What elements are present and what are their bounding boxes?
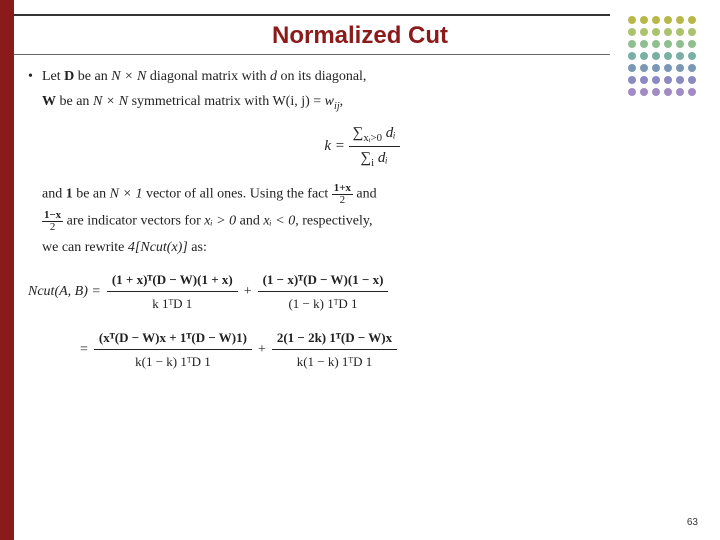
- fraction-denominator: ∑i dᵢ: [349, 147, 400, 171]
- equals-sign: =: [80, 339, 88, 360]
- fraction-indicator-neg: 1−x 2: [42, 210, 63, 233]
- decorative-dot: [652, 40, 660, 48]
- ncut-lhs: Ncut(A, B) =: [28, 281, 101, 302]
- fraction-numerator: ∑xᵢ>0 dᵢ: [349, 122, 400, 147]
- fraction-denominator: k 1ᵀD 1: [107, 292, 238, 316]
- cond-xi-pos: xᵢ > 0: [204, 214, 236, 229]
- text: , respectively,: [295, 214, 372, 229]
- decorative-dot: [628, 52, 636, 60]
- decorative-dot: [652, 28, 660, 36]
- fraction-numerator: (1 − x)ᵀ(D − W)(1 − x): [258, 268, 389, 293]
- plus-sign: +: [244, 281, 252, 302]
- text: be an: [74, 69, 111, 84]
- decorative-dot: [640, 28, 648, 36]
- k-equals: k =: [324, 138, 348, 154]
- title-underline: [14, 54, 610, 55]
- text: Let: [42, 69, 64, 84]
- slide-body: Let D be an N × N diagonal matrix with d…: [28, 66, 696, 384]
- decorative-dot: [628, 40, 636, 48]
- fraction-denominator: k(1 − k) 1ᵀD 1: [272, 350, 397, 374]
- symbol-ones: 1: [66, 187, 73, 202]
- di: dᵢ: [382, 125, 396, 141]
- decorative-dot: [628, 16, 636, 24]
- fraction-denominator: k(1 − k) 1ᵀD 1: [94, 350, 252, 374]
- decorative-dot: [676, 28, 684, 36]
- symbol-W: W: [42, 94, 56, 109]
- text: we can rewrite: [42, 240, 128, 255]
- text: as:: [188, 240, 207, 255]
- symbol-D: D: [64, 69, 74, 84]
- decorative-dot: [688, 40, 696, 48]
- decorative-dot: [676, 16, 684, 24]
- plus-sign: +: [258, 339, 266, 360]
- cond-xi-neg: xᵢ < 0: [263, 214, 295, 229]
- decorative-dot: [664, 16, 672, 24]
- decorative-dot: [640, 40, 648, 48]
- dim-NN: N × N: [111, 69, 146, 84]
- fraction-numerator: (1 + x)ᵀ(D − W)(1 + x): [107, 268, 238, 293]
- text: and: [356, 187, 376, 202]
- fraction-term-1: (1 + x)ᵀ(D − W)(1 + x) k 1ᵀD 1: [107, 268, 238, 316]
- dim-N1: N × 1: [110, 187, 143, 202]
- fraction-numerator: (xᵀ(D − W)x + 1ᵀ(D − W)1): [94, 326, 252, 351]
- decorative-dot: [688, 52, 696, 60]
- equation-ncut-row-2: = (xᵀ(D − W)x + 1ᵀ(D − W)1) k(1 − k) 1ᵀD…: [28, 326, 696, 374]
- body-line-5: we can rewrite 4[Ncut(x)] as:: [28, 237, 696, 258]
- decorative-dot: [688, 16, 696, 24]
- decorative-dot: [676, 52, 684, 60]
- left-accent-bar: [0, 0, 14, 540]
- text: and: [236, 214, 263, 229]
- decorative-dot: [688, 28, 696, 36]
- text: be an: [73, 187, 110, 202]
- fraction-denominator: 2: [42, 222, 63, 233]
- fraction-term-2: (1 − x)ᵀ(D − W)(1 − x) (1 − k) 1ᵀD 1: [258, 268, 389, 316]
- equation-ncut: Ncut(A, B) = (1 + x)ᵀ(D − W)(1 + x) k 1ᵀ…: [28, 268, 696, 374]
- body-line-2: W be an N × N symmetrical matrix with W(…: [28, 91, 696, 114]
- decorative-dot: [664, 40, 672, 48]
- sum-cond: xᵢ>0: [363, 132, 382, 144]
- text: diagonal matrix with: [146, 69, 270, 84]
- symbol-w: w: [325, 94, 334, 109]
- text: on its diagonal,: [277, 69, 366, 84]
- body-line-3: and 1 be an N × 1 vector of all ones. Us…: [28, 183, 696, 206]
- w-ij-label: W(i, j) =: [272, 94, 324, 109]
- text: ,: [340, 94, 344, 109]
- expr-4ncut: 4[Ncut(x)]: [128, 240, 188, 255]
- text: vector of all ones. Using the fact: [142, 187, 331, 202]
- decorative-dot: [664, 28, 672, 36]
- fraction-denominator: (1 − k) 1ᵀD 1: [258, 292, 389, 316]
- fraction-term-3: (xᵀ(D − W)x + 1ᵀ(D − W)1) k(1 − k) 1ᵀD 1: [94, 326, 252, 374]
- decorative-dot: [676, 40, 684, 48]
- decorative-dot: [652, 52, 660, 60]
- sum-symbol: ∑: [360, 150, 371, 166]
- fraction-term-4: 2(1 − 2k) 1ᵀ(D − W)x k(1 − k) 1ᵀD 1: [272, 326, 397, 374]
- fraction-denominator: 2: [332, 195, 353, 206]
- fraction-k: ∑xᵢ>0 dᵢ ∑i dᵢ: [349, 122, 400, 171]
- di: dᵢ: [374, 150, 388, 166]
- sum-symbol: ∑: [353, 125, 364, 141]
- text: and: [42, 187, 66, 202]
- decorative-dot: [652, 16, 660, 24]
- fraction-indicator-pos: 1+x 2: [332, 183, 353, 206]
- equation-k: k = ∑xᵢ>0 dᵢ ∑i dᵢ: [28, 122, 696, 171]
- decorative-dot: [664, 52, 672, 60]
- dim-NN: N × N: [93, 94, 128, 109]
- text: be an: [56, 94, 93, 109]
- text: symmetrical matrix with: [128, 94, 272, 109]
- decorative-dot: [640, 16, 648, 24]
- page-number: 63: [687, 517, 698, 528]
- symbol-d: d: [270, 69, 277, 84]
- decorative-dot: [628, 28, 636, 36]
- decorative-dot: [640, 52, 648, 60]
- body-line-1: Let D be an N × N diagonal matrix with d…: [28, 66, 696, 87]
- equation-ncut-row-1: Ncut(A, B) = (1 + x)ᵀ(D − W)(1 + x) k 1ᵀ…: [28, 268, 696, 316]
- text: are indicator vectors for: [67, 214, 205, 229]
- fraction-numerator: 2(1 − 2k) 1ᵀ(D − W)x: [272, 326, 397, 351]
- slide-title: Normalized Cut: [0, 22, 720, 50]
- body-line-4: 1−x 2 are indicator vectors for xᵢ > 0 a…: [28, 210, 696, 233]
- top-rule: [14, 14, 610, 16]
